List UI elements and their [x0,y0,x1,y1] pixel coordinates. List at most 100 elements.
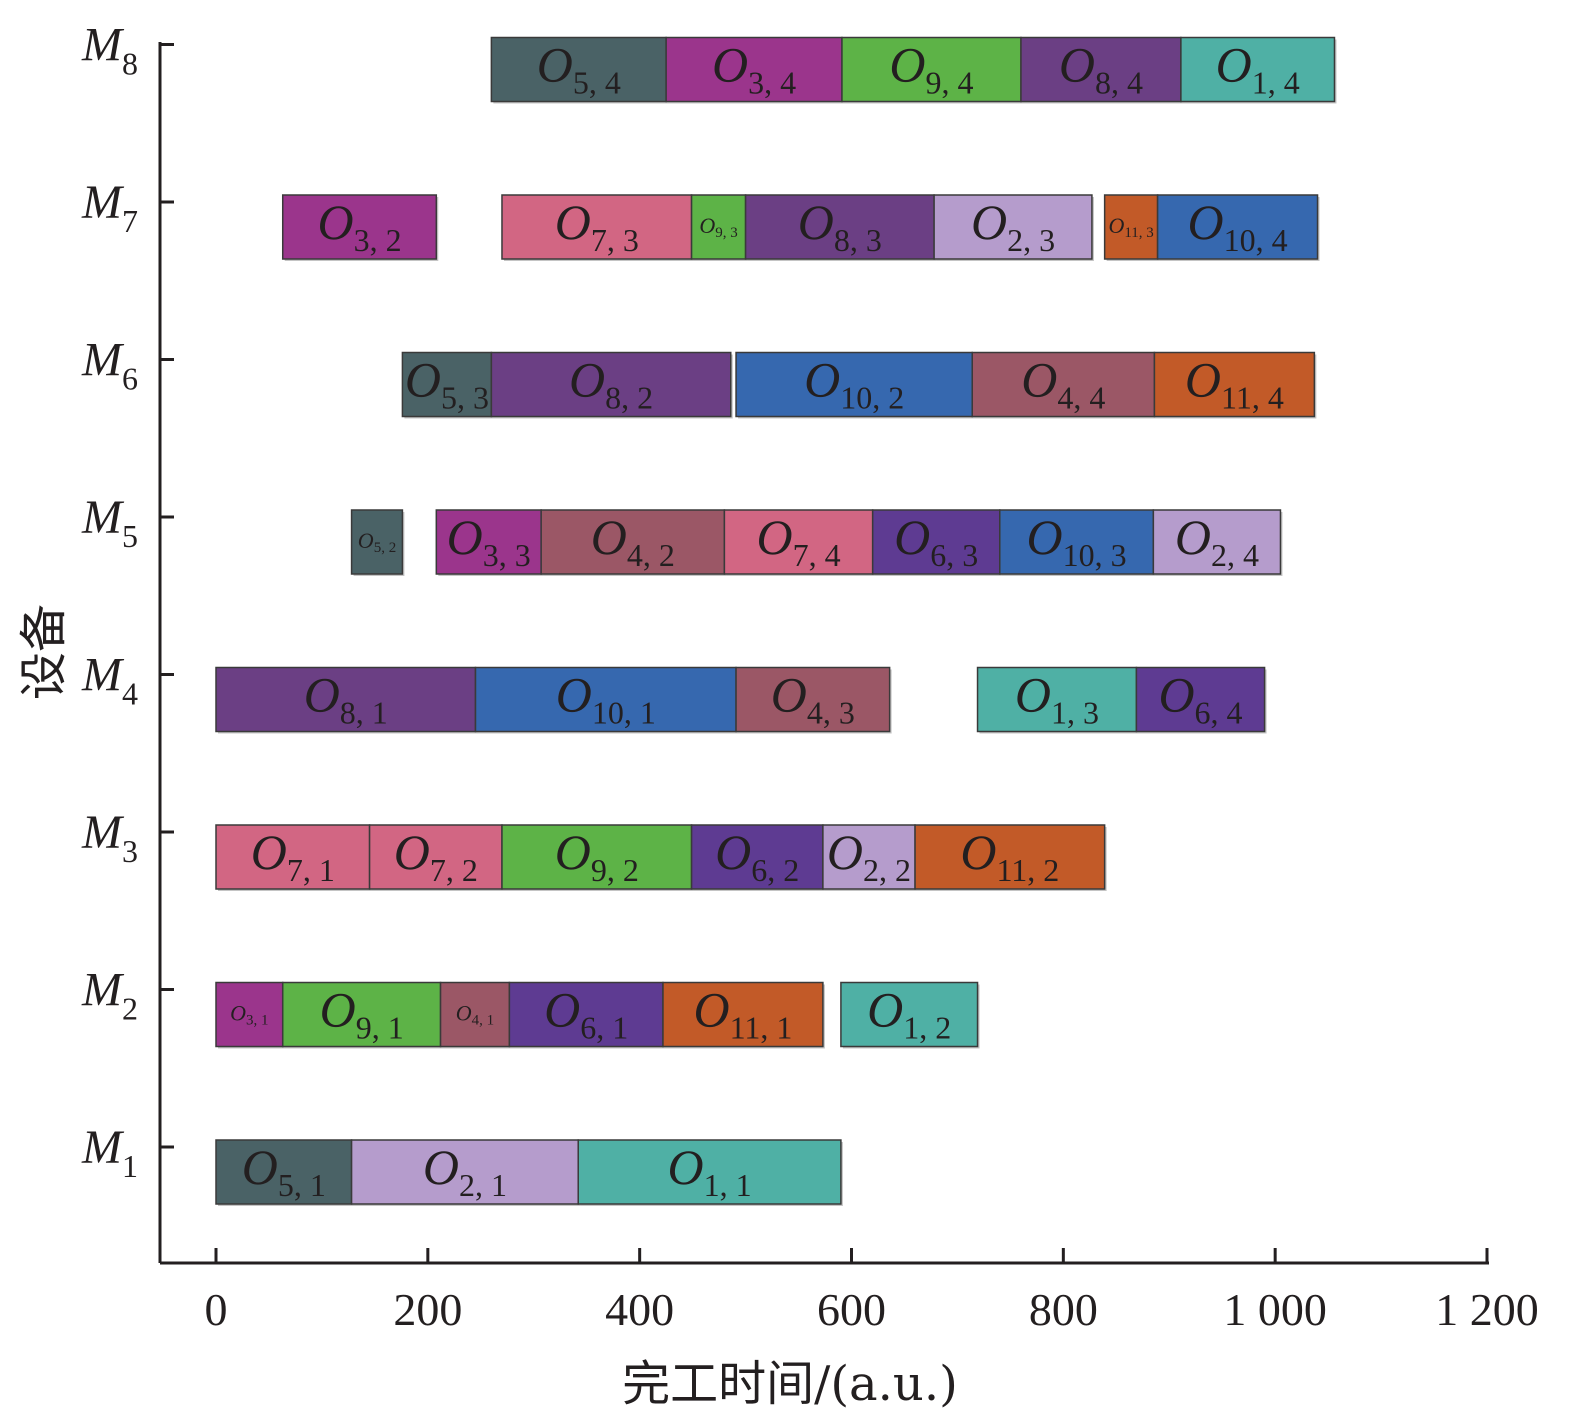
op-bar-rect [215,824,371,890]
op-label: O2, 4 [1175,509,1259,573]
op-bar-rect [490,351,732,418]
op-label: O2, 1 [423,1139,507,1203]
op-bar-rect [690,824,824,890]
op-bar-8-3: O8, 3 [744,194,937,261]
op-bar-rect [281,194,438,260]
op-label: O3, 3 [447,509,531,573]
op-bar-11-3: O11, 3 [1103,194,1160,261]
op-bar-rect [976,666,1138,733]
op-bar-7-3: O7, 3 [501,194,694,261]
op-bar-rect [350,1139,579,1205]
op-label: O6, 2 [715,824,799,888]
op-bar-2-3: O2, 3 [933,194,1094,261]
op-label: O7, 2 [394,824,478,888]
op-bar-11-1: O11, 1 [662,982,825,1049]
op-label: O5, 4 [537,37,621,101]
op-bar-rect [439,981,511,1048]
op-bar-rect [914,824,1106,890]
op-label: O9, 4 [889,37,973,101]
op-label: O7, 4 [756,509,840,573]
op-bar-rect [215,666,477,733]
op-label: O8, 1 [304,667,388,731]
op-bar-9-1: O9, 1 [281,981,443,1049]
machine-label-5: M5 [81,491,138,554]
ticks-layer: 0 200 400 600 800 1 000 1 200 M1 M2 M3 M4 M5 M6 M7 M8 [81,19,1539,1336]
x-tick-label: 400 [605,1284,674,1335]
op-label: O2, 2 [827,824,911,888]
op-bar-rect [1152,509,1282,575]
op-bar-4-4: O4, 4 [971,351,1157,419]
op-label: O8, 3 [798,194,882,258]
op-bar-rect [840,981,979,1048]
op-bar-1-2: O1, 2 [840,981,980,1049]
x-tick-label: 200 [393,1284,462,1335]
op-label: O7, 1 [251,824,335,888]
op-bar-6-2: O6, 2 [690,824,825,891]
op-bar-7-2: O7, 2 [368,824,504,891]
op-bar-5-1: O5, 1 [215,1139,354,1206]
axes-layer [158,42,1489,1265]
op-bar-6-1: O6, 1 [508,981,665,1049]
op-bar-rect [540,509,726,575]
op-bar-rect [577,1139,842,1205]
op-bar-rect [281,981,442,1048]
op-bar-rect [735,351,973,418]
machine-label-7: M7 [81,176,138,239]
op-label: O11, 3 [1108,213,1153,241]
x-tick-label: 1 200 [1435,1284,1539,1335]
op-label: O1, 3 [1015,667,1099,731]
op-bar-rect [215,1139,353,1205]
op-bar-rect [1135,666,1266,733]
op-bar-rect [735,666,891,733]
op-label: O9, 2 [555,824,639,888]
op-bar-4-2: O4, 2 [540,509,727,576]
machine-label-4: M4 [81,649,138,712]
op-bar-rect [841,36,1022,103]
op-bar-1-3: O1, 3 [976,666,1139,734]
op-label: O4, 2 [591,509,675,573]
op-label: O4, 1 [456,1001,494,1029]
op-bar-rect [723,509,874,575]
op-bar-rect [665,36,843,103]
op-bar-2-4: O2, 4 [1152,509,1283,576]
op-bar-6-4: O6, 4 [1135,666,1267,734]
op-bar-9-3: O9, 3 [690,194,748,261]
op-bar-3-4: O3, 4 [665,36,844,104]
op-bar-7-4: O7, 4 [723,509,875,576]
op-bar-4-3: O4, 3 [735,666,892,734]
op-bar-rect [435,509,542,575]
op-bar-rect [1020,36,1182,103]
op-bar-9-4: O9, 4 [841,36,1023,104]
x-tick-label: 1 000 [1223,1284,1327,1335]
op-bar-5-3: O5, 3 [401,352,494,419]
y-axis-title: 设备 [16,604,72,700]
op-bar-rect [971,351,1156,418]
op-bar-9-2: O9, 2 [501,824,694,891]
op-label: O7, 3 [555,194,639,258]
op-bar-11-4: O11, 4 [1153,352,1317,419]
op-bar-6-3: O6, 3 [871,509,1002,576]
op-label: O10, 3 [1027,509,1127,573]
op-label: O5, 2 [358,528,396,556]
op-label: O6, 1 [544,982,628,1046]
op-bar-8-2: O8, 2 [490,351,733,419]
op-label: O9, 3 [699,213,737,241]
op-label: O1, 2 [867,982,951,1046]
op-label: O1, 4 [1216,37,1300,101]
op-label: O3, 4 [712,37,796,101]
op-bar-rect [822,824,916,890]
op-bar-1-4: O1, 4 [1180,37,1337,104]
op-bar-3-2: O3, 2 [281,194,439,261]
op-label: O3, 2 [317,194,401,258]
op-label: O4, 3 [771,667,855,731]
op-bar-2-1: O2, 1 [350,1139,581,1206]
x-tick-label: 600 [817,1284,886,1335]
op-bar-2-2: O2, 2 [822,824,918,891]
op-bar-rect [1156,194,1319,260]
x-tick-label: 800 [1029,1284,1098,1335]
op-bar-rect [350,509,404,575]
op-bar-4-1: O4, 1 [439,981,512,1049]
op-label: O8, 2 [569,352,653,416]
op-bar-rect [508,981,664,1048]
